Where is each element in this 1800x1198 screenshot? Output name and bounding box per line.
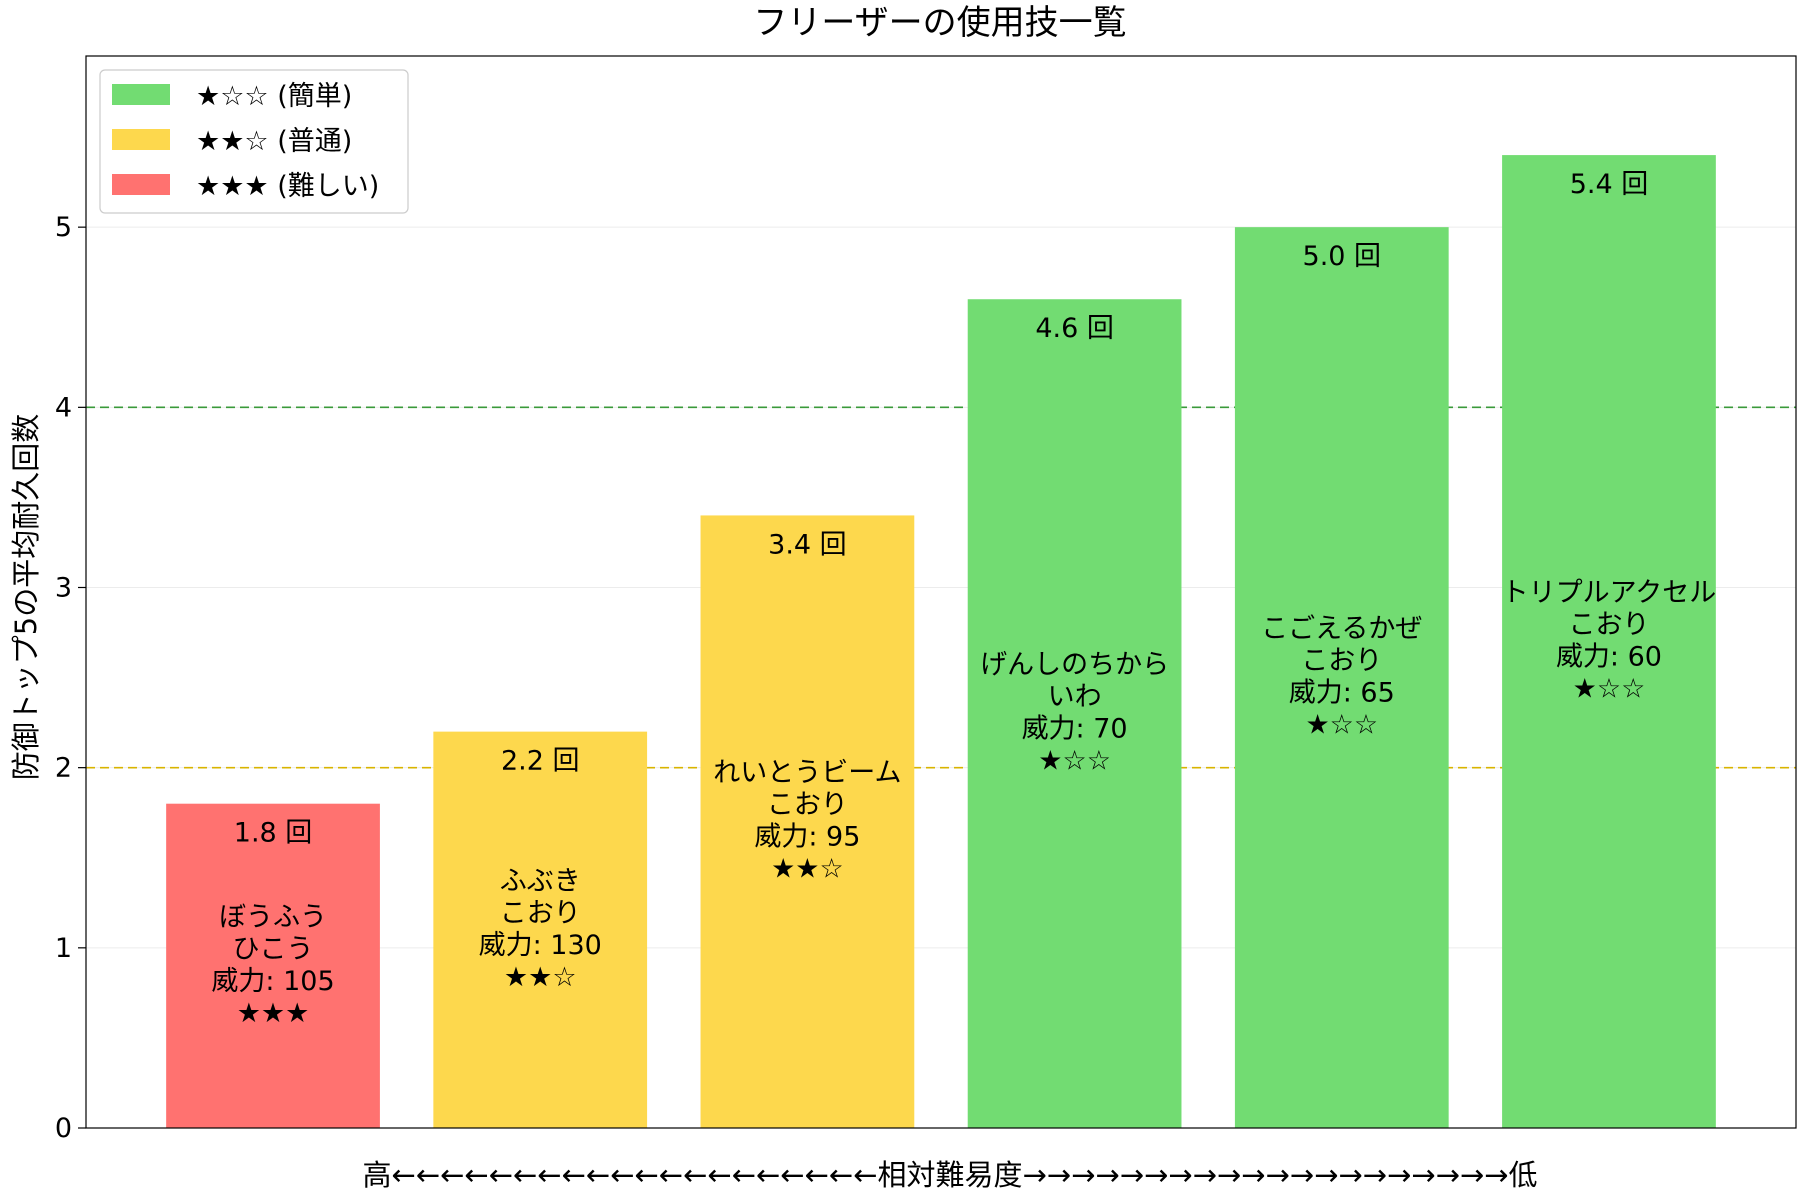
bar-value-label: 2.2 回 — [501, 746, 580, 777]
bar-move-name: ふぶき — [500, 866, 581, 897]
y-tick-label: 0 — [55, 1113, 72, 1144]
legend-swatch — [112, 174, 170, 195]
legend-swatch — [112, 84, 170, 105]
y-tick-label: 3 — [55, 572, 72, 603]
bar-move-name: こおり — [1568, 610, 1649, 641]
bars — [166, 155, 1716, 1129]
bar-stars-label: ★☆☆ — [1305, 710, 1378, 741]
bar-stars-label: ★★★ — [237, 998, 310, 1029]
bar-move-name: げんしのちから — [980, 650, 1169, 681]
bar-move-name: いわ — [1048, 682, 1102, 713]
y-tick-label: 5 — [55, 212, 72, 243]
y-axis-ticks: 0 1 2 3 4 5 — [55, 212, 86, 1144]
bar-move-name: ひこう — [233, 934, 314, 965]
y-axis-label: 防御トップ5の平均耐久回数 — [9, 414, 43, 780]
bar-value-label: 1.8 回 — [234, 818, 313, 849]
legend: ★☆☆ (簡単) ★★☆ (普通) ★★★ (難しい) — [99, 69, 409, 214]
bar-value-label: 5.0 回 — [1303, 241, 1382, 272]
reference-lines — [86, 406, 1796, 769]
bar-value-label: 3.4 回 — [768, 529, 847, 560]
legend-label: ★☆☆ (簡単) — [196, 81, 352, 112]
bar-value-label: 4.6 回 — [1035, 313, 1114, 344]
bar — [967, 299, 1182, 1128]
bar-move-name: こおり — [1301, 646, 1382, 677]
y-tick-label: 2 — [55, 753, 72, 784]
x-axis-label: 高←←←←←←←←←←←←←←←←←←←←相対難易度→→→→→→→→→→→→→→… — [363, 1158, 1538, 1192]
bar-move-name: こおり — [500, 898, 581, 929]
bar-power-label: 威力: 95 — [754, 822, 860, 853]
bar-stars-label: ★★☆ — [504, 962, 577, 993]
bar — [700, 515, 915, 1128]
chart-title: フリーザーの使用技一覧 — [753, 3, 1126, 43]
bar-power-label: 威力: 105 — [211, 966, 334, 997]
legend-swatch — [112, 129, 170, 150]
bar-stars-label: ★☆☆ — [1573, 674, 1646, 705]
bar-move-name: トリプルアクセル — [1502, 578, 1717, 609]
bar-move-name: こごえるかぜ — [1261, 614, 1422, 645]
bar-stars-label: ★★☆ — [771, 854, 844, 885]
bar-value-label: 5.4 回 — [1570, 169, 1649, 200]
bar — [166, 803, 380, 1128]
legend-label: ★★★ (難しい) — [196, 171, 379, 202]
plot-frame — [85, 55, 1797, 1129]
bar-power-label: 威力: 60 — [1556, 642, 1662, 673]
y-tick-label: 1 — [55, 933, 72, 964]
legend-box — [99, 69, 409, 214]
bar-move-name: こおり — [767, 790, 848, 821]
bar — [1502, 155, 1716, 1129]
bar — [433, 731, 648, 1128]
bar-power-label: 威力: 130 — [479, 930, 602, 961]
bar-power-label: 威力: 65 — [1289, 678, 1395, 709]
legend-label: ★★☆ (普通) — [196, 126, 352, 157]
y-tick-label: 4 — [55, 392, 72, 423]
bar-stars-label: ★☆☆ — [1038, 746, 1111, 777]
bar-move-name: ぼうふう — [219, 902, 327, 933]
bar-move-name: れいとうビーム — [713, 758, 901, 789]
bar-power-label: 威力: 70 — [1022, 714, 1128, 745]
bar — [1234, 227, 1449, 1128]
